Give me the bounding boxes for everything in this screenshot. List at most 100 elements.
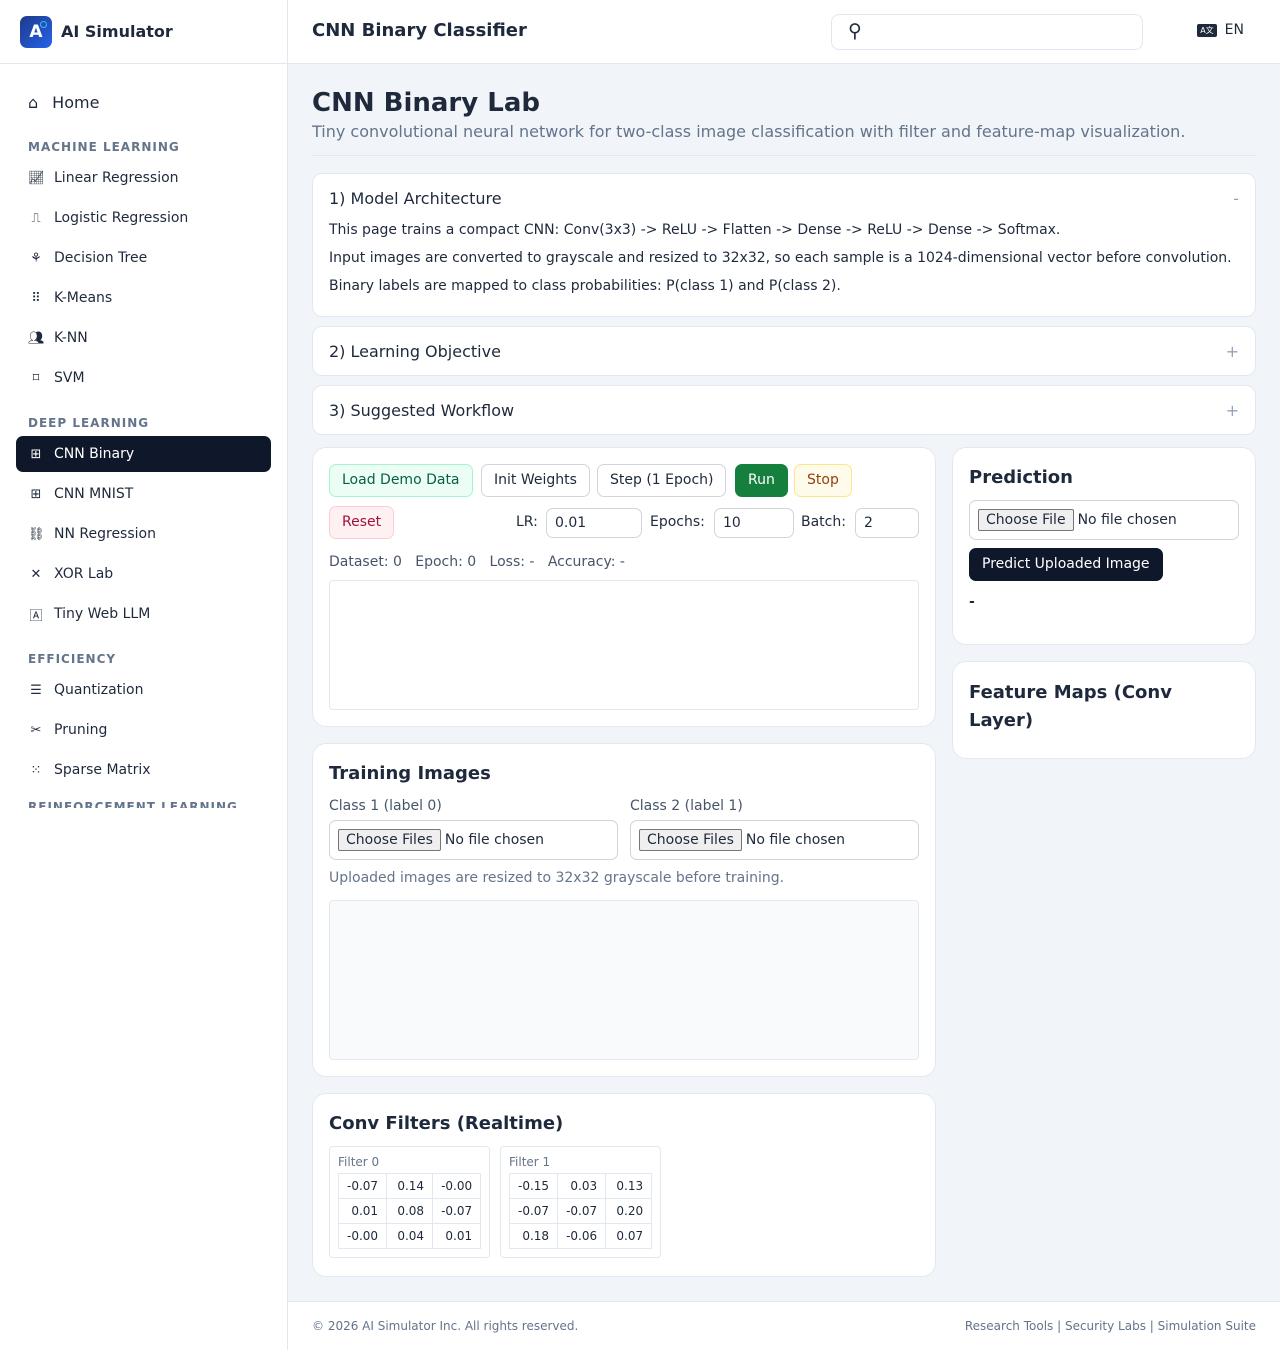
class1-file-input[interactable]: Choose Files No file chosen bbox=[329, 820, 618, 860]
topbar: CNN Binary Classifier ⚲ A文 EN bbox=[288, 0, 1280, 64]
upload-note: Uploaded images are resized to 32x32 gra… bbox=[329, 870, 785, 886]
accordion-workflow: 3) Suggested Workflow + bbox=[312, 385, 1256, 435]
home-label: Home bbox=[52, 92, 100, 112]
choose-file-button[interactable]: Choose File bbox=[978, 509, 1074, 531]
sidebar-item-quantization[interactable]: ☰ Quantization bbox=[16, 672, 271, 708]
lr-label: LR: bbox=[516, 514, 538, 530]
training-chart bbox=[329, 580, 919, 710]
sidebar-item-label: CNN Binary bbox=[54, 446, 135, 462]
sidebar-item-logistic-regression[interactable]: ⎍ Logistic Regression bbox=[16, 200, 271, 236]
header-title: CNN Binary Classifier bbox=[312, 20, 527, 41]
step-button[interactable]: Step (1 Epoch) bbox=[597, 464, 727, 497]
sidebar-item-decision-tree[interactable]: ⚘ Decision Tree bbox=[16, 240, 271, 276]
filters-title: Conv Filters (Realtime) bbox=[329, 1113, 564, 1134]
stop-button[interactable]: Stop bbox=[794, 464, 852, 497]
sidebar-item-cnn-binary[interactable]: ⊞ CNN Binary bbox=[16, 436, 271, 472]
footer: © 2026 AI Simulator Inc. All rights rese… bbox=[288, 1301, 1280, 1350]
prediction-card: Prediction Choose File No file chosen Pre… bbox=[952, 447, 1256, 645]
sidebar-item-linear-regression[interactable]: 📈︎ Linear Regression bbox=[16, 160, 271, 196]
choose-files-button[interactable]: Choose Files bbox=[639, 829, 742, 851]
dots-grid-icon: ⠿ bbox=[31, 290, 41, 306]
scissors-icon: ✂ bbox=[30, 722, 42, 738]
sidebar-item-cnn-mnist[interactable]: ⊞ CNN MNIST bbox=[16, 476, 271, 512]
expand-icon[interactable]: + bbox=[1225, 400, 1239, 420]
accordion-header[interactable]: 3) Suggested Workflow + bbox=[313, 386, 1255, 434]
filter-weight: 0.07 bbox=[605, 1223, 653, 1249]
batch-input[interactable]: 2 bbox=[855, 508, 919, 538]
training-images-card: Training Images Class 1 (label 0) Class … bbox=[312, 743, 936, 1077]
filter-weight: 0.18 bbox=[508, 1223, 559, 1249]
accordion-objective: 2) Learning Objective + bbox=[312, 326, 1256, 376]
init-weights-button[interactable]: Init Weights bbox=[481, 464, 590, 497]
filter-weight: 0.13 bbox=[605, 1173, 653, 1199]
load-demo-button[interactable]: Load Demo Data bbox=[329, 464, 473, 497]
sidebar-item-label: K-NN bbox=[54, 330, 88, 346]
filter-weight: -0.15 bbox=[508, 1173, 559, 1199]
grid-icon: ⊞ bbox=[30, 446, 42, 462]
prediction-title: Prediction bbox=[969, 467, 1073, 488]
sliders-icon: ☰ bbox=[30, 682, 42, 698]
filter-weight: -0.00 bbox=[432, 1173, 482, 1199]
conv-filters-card: Conv Filters (Realtime) Filter 0 -0.07 0.1… bbox=[312, 1093, 936, 1277]
filter-weight: 0.01 bbox=[432, 1223, 482, 1249]
accordion-header[interactable]: 1) Model Architecture - bbox=[313, 174, 1255, 222]
sidebar-item-tiny-web-llm[interactable]: 🄰 Tiny Web LLM bbox=[16, 596, 271, 632]
footer-links[interactable]: Research Tools | Security Labs | Simulat… bbox=[964, 1319, 1256, 1333]
collapse-icon[interactable]: - bbox=[1233, 188, 1239, 208]
search-input[interactable]: ⚲ bbox=[831, 14, 1143, 50]
sidebar-item-sparse-matrix[interactable]: ⁙ Sparse Matrix bbox=[16, 752, 271, 788]
controls-card: Load Demo Data Init Weights Step (1 Epoc… bbox=[312, 447, 936, 727]
accordion-architecture: 1) Model Architecture - This page trains … bbox=[312, 173, 1256, 317]
page-title: CNN Binary Lab bbox=[312, 88, 540, 118]
accordion-title: 3) Suggested Workflow bbox=[329, 400, 515, 420]
epochs-input[interactable]: 10 bbox=[714, 508, 794, 538]
home-icon: ⌂ bbox=[28, 92, 39, 112]
sidebar-item-svm[interactable]: ⌑ SVM bbox=[16, 360, 271, 396]
lr-input[interactable]: 0.01 bbox=[546, 508, 642, 538]
training-image-preview bbox=[329, 900, 919, 1060]
sidebar: A AI Simulator ⌂ Home MACHINE LEARNING 📈︎ L… bbox=[0, 0, 288, 1350]
step-wave-icon: ⎍ bbox=[31, 210, 41, 226]
sidebar-item-label: XOR Lab bbox=[54, 566, 114, 582]
architecture-line: Binary labels are mapped to class probab… bbox=[329, 278, 841, 294]
main-content: CNN Binary Lab Tiny convolutional neural… bbox=[312, 64, 1256, 435]
logo: A bbox=[20, 15, 52, 48]
brand[interactable]: A AI Simulator bbox=[0, 0, 287, 64]
filter-weight: 0.08 bbox=[386, 1198, 434, 1224]
filter-weight: 0.01 bbox=[337, 1198, 388, 1224]
x-icon: ✕ bbox=[30, 566, 42, 582]
sidebar-item-label: Decision Tree bbox=[54, 250, 148, 266]
sidebar-nav: ⌂ Home MACHINE LEARNING 📈︎ Linear Regressio… bbox=[16, 64, 271, 1350]
predict-button[interactable]: Predict Uploaded Image bbox=[969, 548, 1163, 581]
sidebar-item-xor-lab[interactable]: ✕ XOR Lab bbox=[16, 556, 271, 592]
training-title: Training Images bbox=[329, 763, 491, 784]
accordion-header[interactable]: 2) Learning Objective + bbox=[313, 327, 1255, 375]
class2-file-input[interactable]: Choose Files No file chosen bbox=[630, 820, 919, 860]
copyright: © 2026 AI Simulator Inc. All rights rese… bbox=[312, 1319, 579, 1333]
filter-weight: -0.07 bbox=[337, 1173, 388, 1199]
expand-icon[interactable]: + bbox=[1225, 341, 1239, 361]
language-toggle[interactable]: A文 EN bbox=[1197, 22, 1244, 38]
accordion-title: 1) Model Architecture bbox=[329, 188, 502, 208]
feature-maps-title: Feature Maps (Conv Layer) bbox=[969, 682, 1172, 731]
sidebar-item-label: Tiny Web LLM bbox=[54, 606, 151, 622]
sidebar-item-label: Sparse Matrix bbox=[54, 762, 151, 778]
filter-weight: -0.00 bbox=[337, 1223, 388, 1249]
run-button[interactable]: Run bbox=[735, 464, 788, 497]
network-icon: ⛓ bbox=[28, 526, 45, 542]
sidebar-item-label: Pruning bbox=[54, 722, 108, 738]
sidebar-item-pruning[interactable]: ✂ Pruning bbox=[16, 712, 271, 748]
choose-files-button[interactable]: Choose Files bbox=[338, 829, 441, 851]
sidebar-item-label: SVM bbox=[54, 370, 85, 386]
sidebar-item-home[interactable]: ⌂ Home bbox=[16, 84, 271, 120]
sidebar-item-k-means[interactable]: ⠿ K-Means bbox=[16, 280, 271, 316]
sidebar-item-nn-regression[interactable]: ⛓ NN Regression bbox=[16, 516, 271, 552]
file-status: No file chosen bbox=[745, 832, 846, 848]
sidebar-item-label: Logistic Regression bbox=[54, 210, 189, 226]
language-icon: A文 bbox=[1197, 23, 1217, 37]
predict-file-input[interactable]: Choose File No file chosen bbox=[969, 500, 1239, 540]
vector-square-icon: ⌑ bbox=[32, 370, 40, 386]
sidebar-item-k-nn[interactable]: 👥︎ K-NN bbox=[16, 320, 271, 356]
sitemap-icon: ⚘ bbox=[30, 250, 42, 266]
reset-button[interactable]: Reset bbox=[329, 506, 395, 539]
